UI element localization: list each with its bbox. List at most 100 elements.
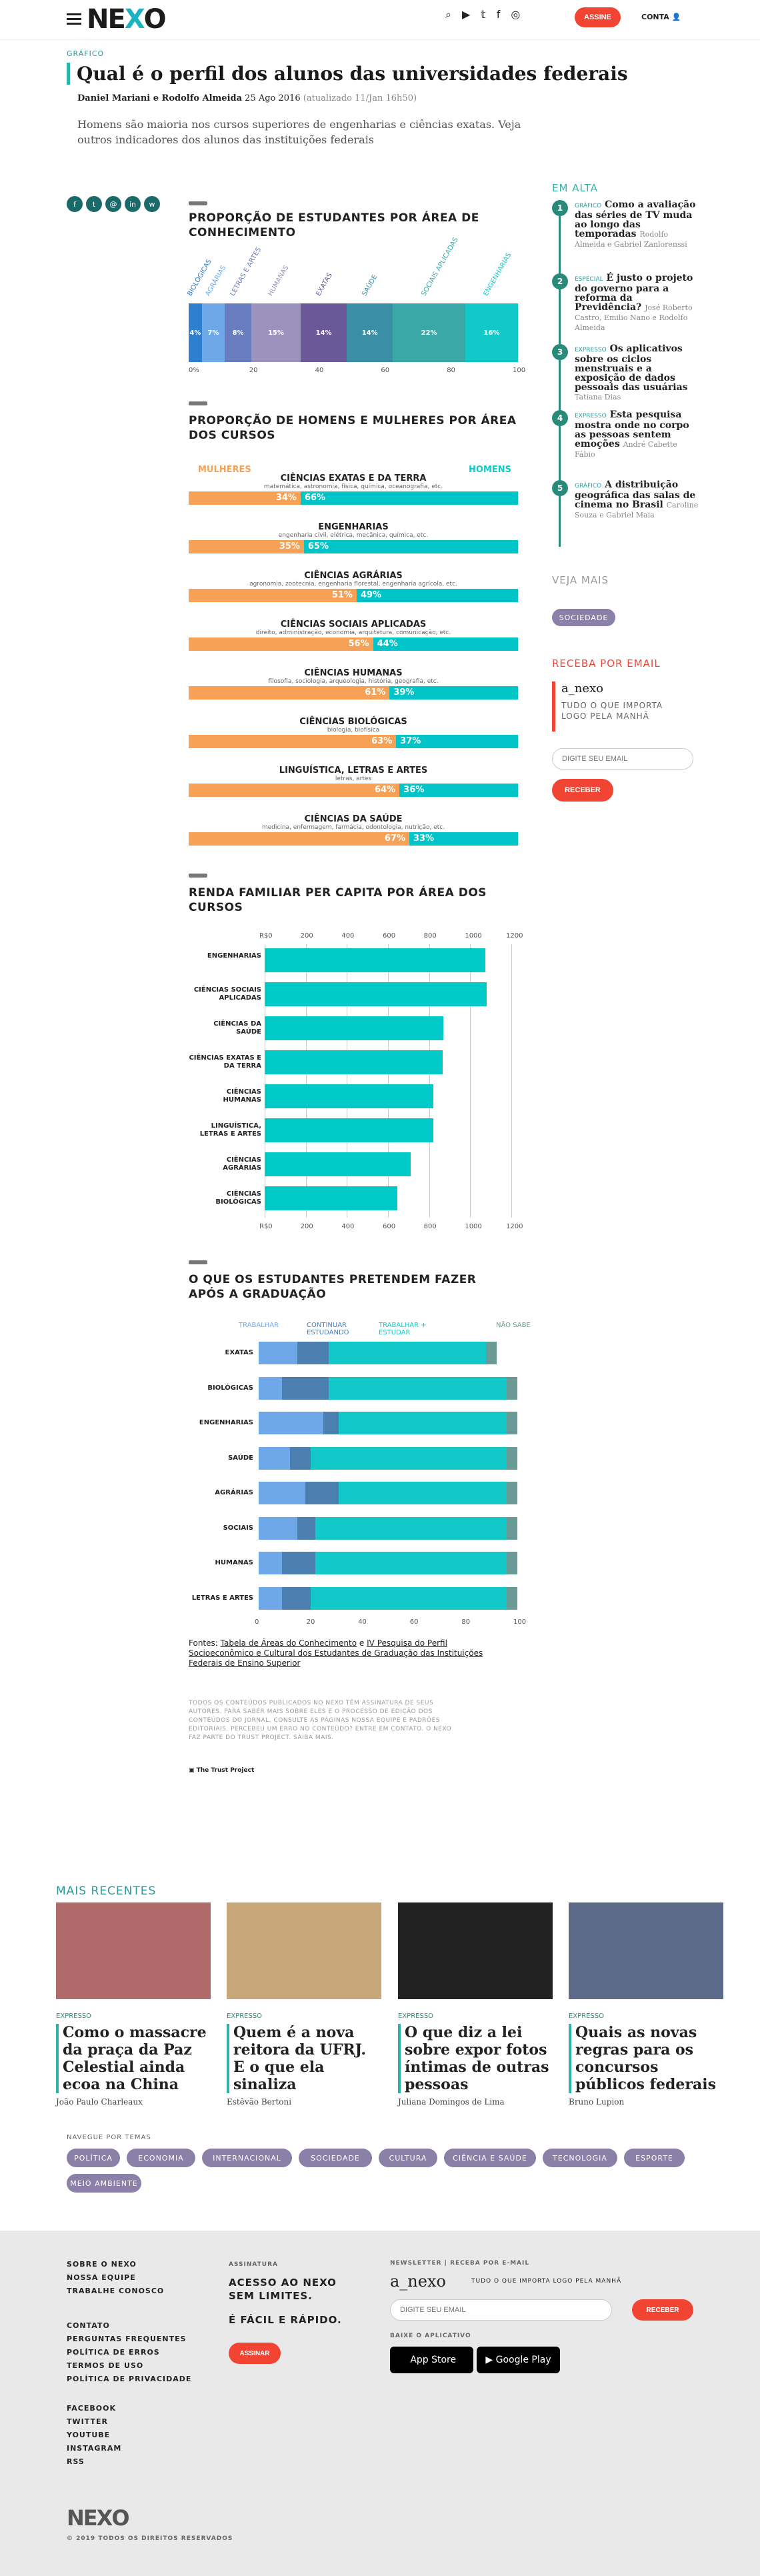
topic-pill[interactable]: MEIO AMBIENTE [67, 2174, 141, 2193]
women-value: 56% [348, 639, 369, 649]
topic-pill[interactable]: TECNOLOGIA [543, 2149, 617, 2167]
newsletter-submit-button[interactable]: RECEBER [552, 779, 613, 802]
chart1-tick: 100 [513, 367, 526, 374]
trending-item[interactable]: 3 EXPRESSO Os aplicativos sobre os ciclos… [552, 344, 699, 402]
trend-title[interactable]: Como a avaliação das séries de TV muda a… [575, 199, 696, 239]
chart1-segment-label: LETRAS E ARTES [229, 246, 263, 297]
trend-number: 5 [552, 480, 568, 496]
article-kicker[interactable]: GRÁFICO [67, 49, 105, 58]
linkedin-share-icon[interactable]: in [125, 196, 141, 212]
footer-newsletter-submit[interactable]: RECEBER [632, 2299, 693, 2321]
gender-row-sub: direito, administração, economia, arquit… [255, 629, 451, 636]
plans-tick: 20 [306, 1618, 315, 1626]
twitter-icon[interactable]: 𝕥 [481, 8, 486, 21]
footer-subscribe-button[interactable]: ASSINAR [229, 2343, 281, 2364]
trending-item[interactable]: 5 GRÁFICO A distribuição geográfica das s… [552, 480, 699, 520]
trending-item[interactable]: 4 EXPRESSO Esta pesquisa mostra onde no c… [552, 410, 699, 459]
recent-card[interactable]: EXPRESSO Como o massacre da praça da Paz … [56, 1902, 211, 2107]
trend-title[interactable]: Os aplicativos sobre os ciclos menstruai… [575, 343, 688, 393]
chart1-segment: 14% [300, 303, 347, 362]
trend-title[interactable]: Esta pesquisa mostra onde no corpo as pe… [575, 409, 689, 449]
income-tick: 1200 [506, 932, 523, 940]
income-label: LINGUÍSTICA, LETRAS E ARTES [199, 1122, 261, 1138]
footer-link[interactable]: TRABALHE CONOSCO [67, 2287, 165, 2295]
topic-pill[interactable]: POLÍTICA [67, 2149, 120, 2167]
footer-link[interactable]: POLÍTICA DE PRIVACIDADE [67, 2375, 192, 2383]
footer-link[interactable]: FACEBOOK [67, 2404, 116, 2413]
income-label: CIÊNCIAS BIOLÓGICAS [215, 1190, 261, 1206]
trend-title[interactable]: É justo o projeto do governo para a refo… [575, 273, 693, 313]
footer-link[interactable]: YOUTUBE [67, 2431, 111, 2439]
gender-row-sub: engenharia civil, elétrica, mecânica, qu… [278, 532, 429, 539]
article-lead: Homens são maioria nos cursos superiores… [77, 118, 521, 146]
footer-link[interactable]: TWITTER [67, 2417, 108, 2426]
twitter-share-icon[interactable]: t [86, 196, 102, 212]
tag-sociedade[interactable]: SOCIEDADE [552, 609, 615, 626]
recent-headline[interactable]: Como o massacre da praça da Paz Celestia… [56, 2024, 211, 2093]
topic-pill[interactable]: INTERNACIONAL [202, 2149, 292, 2167]
recent-image[interactable] [227, 1902, 381, 1999]
topic-pill[interactable]: ESPORTE [624, 2149, 685, 2167]
footer-link[interactable]: POLÍTICA DE ERROS [67, 2348, 160, 2357]
plans-label: AGRÁRIAS [215, 1489, 253, 1496]
recent-image[interactable] [569, 1902, 723, 1999]
google-play-button[interactable]: ▶ Google Play [477, 2347, 560, 2373]
acesso-text: ACESSO AO NEXO SEM LIMITES. [229, 2277, 337, 2302]
recent-headline[interactable]: Quem é a nova reitora da UFRJ. E o que e… [227, 2024, 381, 2093]
recent-card[interactable]: EXPRESSO O que diz a lei sobre expor foto… [398, 1902, 553, 2107]
trend-title[interactable]: A distribuição geográfica das salas de c… [575, 479, 696, 510]
men-value: 44% [377, 639, 398, 649]
whatsapp-share-icon[interactable]: w [144, 196, 160, 212]
instagram-icon[interactable]: ◎ [511, 8, 521, 21]
search-icon[interactable]: ⌕ [445, 8, 451, 21]
newsletter-email-input[interactable] [552, 748, 693, 770]
women-bar [189, 784, 400, 797]
recent-card[interactable]: EXPRESSO Quais as novas regras para os co… [569, 1902, 723, 2107]
trending-item[interactable]: 1 GRÁFICO Como a avaliação das séries de … [552, 200, 699, 249]
topic-pill[interactable]: SOCIEDADE [299, 2149, 372, 2167]
men-value: 39% [393, 688, 415, 698]
footer-link[interactable]: NOSSA EQUIPE [67, 2273, 136, 2282]
recent-image[interactable] [398, 1902, 553, 1999]
plans-legend: TRABALHAR [239, 1322, 279, 1329]
footer-link[interactable]: INSTAGRAM [67, 2444, 122, 2453]
gender-row-label: CIÊNCIAS EXATAS E DA TERRA [280, 473, 427, 483]
account-link[interactable]: CONTA 👤 [641, 13, 681, 21]
plans-segment [323, 1412, 339, 1434]
nexo-logo[interactable]: NEXO [87, 4, 167, 35]
plans-segment [507, 1446, 517, 1470]
recent-headline[interactable]: O que diz a lei sobre expor fotos íntima… [398, 2024, 553, 2093]
recent-image[interactable] [56, 1902, 211, 1999]
facebook-share-icon[interactable]: f [67, 196, 83, 212]
recent-card[interactable]: EXPRESSO Quem é a nova reitora da UFRJ. E… [227, 1902, 381, 2107]
footer-logo[interactable]: NEXO [67, 2505, 130, 2531]
source-link-2[interactable]: IV Pesquisa do Perfil Socioeconômico e C… [189, 1638, 483, 1668]
topic-pill[interactable]: CULTURA [379, 2149, 437, 2167]
gender-row: CIÊNCIAS EXATAS E DA TERRA matemática, as… [189, 473, 518, 505]
footer-link[interactable]: PERGUNTAS FREQUENTES [67, 2335, 187, 2343]
email-share-icon[interactable]: @ [105, 196, 121, 212]
trust-project-logo[interactable]: ▣ The Trust Project [189, 1767, 255, 1774]
income-tick: 800 [423, 1223, 437, 1230]
footer-link[interactable]: TERMOS DE USO [67, 2361, 144, 2370]
plans-segment [507, 1412, 517, 1434]
source-link-1[interactable]: Tabela de Áreas do Conhecimento [220, 1638, 357, 1648]
gender-row-label: CIÊNCIAS DA SAÚDE [304, 814, 403, 824]
women-bar [189, 589, 357, 602]
trending-item[interactable]: 2 ESPECIAL É justo o projeto do governo p… [552, 273, 699, 333]
facebook-icon[interactable]: f [496, 8, 501, 21]
youtube-icon[interactable]: ▶ [461, 8, 471, 21]
income-tick: R$0 [259, 932, 273, 940]
topic-pill[interactable]: CIÊNCIA E SAÚDE [444, 2149, 536, 2167]
topic-pill[interactable]: ECONOMIA [127, 2149, 195, 2167]
footer-link[interactable]: CONTATO [67, 2321, 110, 2330]
subscribe-button[interactable]: ASSINE [575, 7, 621, 27]
menu-icon[interactable] [67, 13, 81, 27]
gender-row-label: CIÊNCIAS SOCIAIS APLICADAS [280, 619, 427, 629]
footer-link[interactable]: RSS [67, 2457, 85, 2466]
footer-email-input[interactable] [390, 2299, 612, 2321]
women-value: 35% [279, 541, 300, 551]
app-store-button[interactable]: App Store [390, 2347, 473, 2373]
footer-link[interactable]: SOBRE O NEXO [67, 2260, 137, 2269]
recent-headline[interactable]: Quais as novas regras para os concursos … [569, 2024, 723, 2093]
